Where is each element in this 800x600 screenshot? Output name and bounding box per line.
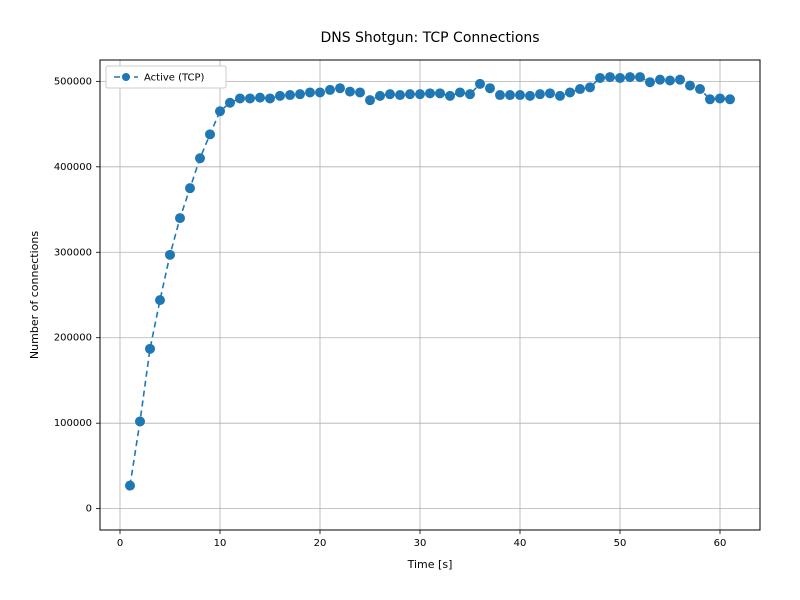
marker: [605, 72, 615, 82]
marker: [575, 84, 585, 94]
x-tick-label: 60: [714, 538, 727, 549]
marker: [375, 91, 385, 101]
marker: [435, 88, 445, 98]
marker: [645, 77, 655, 87]
marker: [545, 88, 555, 98]
marker: [235, 93, 245, 103]
marker: [405, 89, 415, 99]
marker: [205, 129, 215, 139]
marker: [355, 87, 365, 97]
marker: [135, 416, 145, 426]
chart-svg: 0 10 20 30 40 50 60 0 100000 200000 300000 400000 50…: [0, 0, 800, 600]
marker: [685, 81, 695, 91]
x-tick-label: 20: [314, 538, 327, 549]
marker: [385, 89, 395, 99]
x-tick-label: 40: [514, 538, 527, 549]
marker: [325, 85, 335, 95]
marker: [505, 90, 515, 100]
marker: [315, 87, 325, 97]
marker: [415, 89, 425, 99]
marker: [335, 83, 345, 93]
marker: [695, 84, 705, 94]
x-tick-label: 0: [117, 538, 123, 549]
marker: [465, 89, 475, 99]
marker: [675, 75, 685, 85]
marker: [175, 213, 185, 223]
marker: [715, 93, 725, 103]
marker: [535, 89, 545, 99]
x-tick-label: 30: [414, 538, 427, 549]
marker: [705, 94, 715, 104]
marker: [195, 153, 205, 163]
marker: [275, 91, 285, 101]
marker: [215, 106, 225, 116]
y-tick-label: 500000: [54, 76, 92, 87]
marker: [555, 91, 565, 101]
x-tick-label: 50: [614, 538, 627, 549]
marker: [445, 91, 455, 101]
marker: [585, 82, 595, 92]
marker: [145, 344, 155, 354]
legend: Active (TCP): [106, 66, 226, 88]
marker: [125, 481, 135, 491]
marker: [425, 88, 435, 98]
marker: [245, 93, 255, 103]
marker: [185, 183, 195, 193]
y-tick-label: 200000: [54, 333, 92, 344]
marker: [625, 72, 635, 82]
marker: [665, 76, 675, 86]
marker: [395, 90, 405, 100]
marker: [495, 90, 505, 100]
marker: [635, 72, 645, 82]
marker: [655, 75, 665, 85]
y-axis-label: Number of connections: [28, 231, 41, 359]
marker: [455, 87, 465, 97]
marker: [165, 250, 175, 260]
y-tick-label: 0: [86, 504, 92, 515]
y-tick-label: 400000: [54, 162, 92, 173]
marker: [295, 89, 305, 99]
marker: [305, 87, 315, 97]
marker: [225, 98, 235, 108]
marker: [155, 295, 165, 305]
marker: [515, 90, 525, 100]
marker: [725, 94, 735, 104]
chart-title: DNS Shotgun: TCP Connections: [320, 30, 539, 46]
x-axis-label: Time [s]: [407, 558, 453, 571]
y-tick-label: 100000: [54, 418, 92, 429]
marker: [475, 79, 485, 89]
marker: [255, 93, 265, 103]
marker: [615, 73, 625, 83]
marker: [265, 93, 275, 103]
legend-label: Active (TCP): [144, 73, 205, 84]
marker: [345, 87, 355, 97]
marker: [565, 87, 575, 97]
marker: [485, 83, 495, 93]
marker: [285, 90, 295, 100]
y-tick-label: 300000: [54, 247, 92, 258]
chart-container: 0 10 20 30 40 50 60 0 100000 200000 300000 400000 50…: [0, 0, 800, 600]
marker: [365, 95, 375, 105]
marker: [525, 91, 535, 101]
marker: [595, 73, 605, 83]
x-tick-label: 10: [214, 538, 227, 549]
